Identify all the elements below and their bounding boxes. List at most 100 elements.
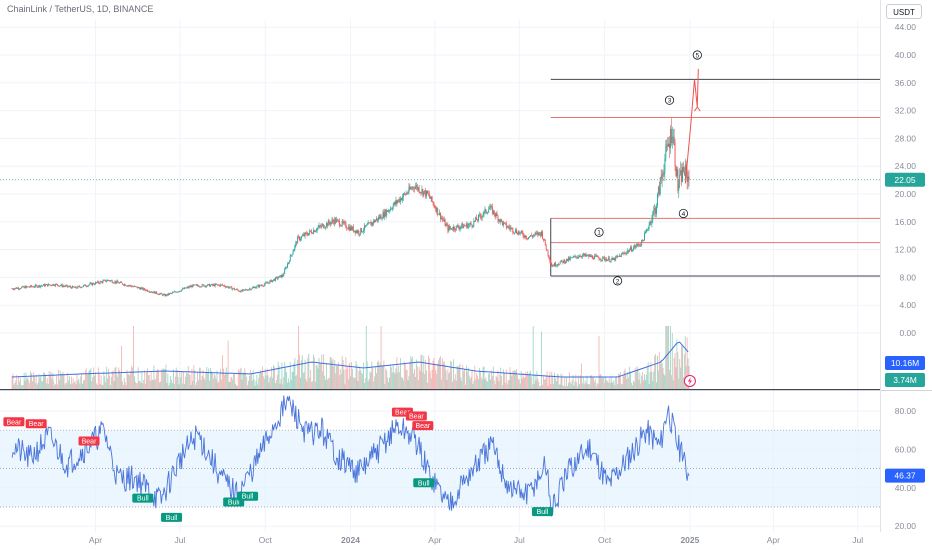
volume-bar <box>258 378 260 389</box>
candle-body <box>634 245 636 248</box>
candle-body <box>283 273 285 276</box>
candle-body <box>503 222 504 226</box>
volume-bar <box>682 377 684 389</box>
candle-body <box>149 291 151 293</box>
bull-signal-badge <box>161 512 183 522</box>
volume-bar <box>554 372 555 389</box>
volume-bar <box>529 370 531 389</box>
candle-body <box>512 227 514 233</box>
volume-bar <box>173 383 175 389</box>
volume-bar <box>238 371 240 389</box>
candle-body <box>457 225 459 228</box>
candle-body <box>424 190 426 192</box>
candle-body <box>70 287 72 289</box>
candle-body <box>332 219 334 222</box>
volume-bar <box>198 367 200 389</box>
candle-body <box>84 284 86 287</box>
volume-bar <box>618 373 619 389</box>
candle-body <box>425 190 427 197</box>
volume-bar <box>682 346 683 389</box>
candle-body <box>404 193 406 195</box>
volume-bar <box>27 377 29 389</box>
candle-body <box>257 285 259 287</box>
candle-body <box>97 281 99 283</box>
candle-body <box>608 257 610 262</box>
candle-body <box>377 216 379 221</box>
volume-bar <box>535 380 537 389</box>
rsi-line <box>11 395 690 517</box>
candle-body <box>635 245 637 248</box>
candle-body <box>307 234 309 236</box>
volume-bar <box>536 371 538 389</box>
volume-bar <box>216 370 218 389</box>
volume-bar <box>400 357 402 389</box>
candle-body <box>138 287 140 289</box>
volume-bar <box>568 372 570 389</box>
volume-bar <box>514 370 516 389</box>
candle-body <box>540 233 542 236</box>
volume-bar <box>481 379 483 389</box>
volume-bar <box>656 382 657 389</box>
candle-body <box>648 224 650 229</box>
volume-bar <box>433 357 435 389</box>
candle-body <box>303 234 305 237</box>
candle-body <box>150 291 152 293</box>
candle-body <box>376 218 377 221</box>
candle-body <box>246 289 248 291</box>
candle-body <box>361 228 363 233</box>
currency-button[interactable]: USDT <box>886 4 922 19</box>
candle-body <box>342 221 344 223</box>
volume-bar <box>94 375 96 389</box>
volume-bar <box>386 370 388 389</box>
volume-bar <box>338 362 339 389</box>
candle-body <box>454 229 456 231</box>
volume-bar <box>595 386 597 389</box>
candle-body <box>659 177 661 195</box>
volume-bar <box>180 377 182 389</box>
candle-body <box>163 294 165 296</box>
candle-body <box>362 231 364 233</box>
volume-bar <box>562 385 564 389</box>
candle-body <box>440 217 442 220</box>
candle-body <box>314 231 316 233</box>
candle-body <box>308 233 310 236</box>
x-tick-label: Oct <box>598 535 612 545</box>
price-tick-label: 16.00 <box>895 217 917 227</box>
candle-body <box>605 259 607 261</box>
candle-body <box>501 219 503 222</box>
volume-bar <box>561 375 563 389</box>
candle-body <box>384 210 386 218</box>
volume-bar <box>257 384 259 389</box>
candle-body <box>193 284 195 286</box>
candle-body <box>484 209 486 212</box>
candle-body <box>550 261 552 264</box>
candle-body <box>547 250 549 256</box>
candle-body <box>119 282 121 284</box>
volume-bar <box>418 367 420 389</box>
volume-bar <box>252 370 254 389</box>
candle-body <box>476 217 478 221</box>
volume-bar <box>483 366 485 389</box>
volume-bar <box>427 382 428 389</box>
candle-body <box>231 286 233 290</box>
volume-bar <box>475 379 477 389</box>
volume-bar <box>132 367 134 389</box>
candle-body <box>411 188 413 190</box>
candle-body <box>92 283 94 286</box>
candle-body <box>590 255 592 257</box>
volume-bar <box>654 355 656 389</box>
candle-body <box>672 136 674 138</box>
volume-bar <box>511 376 513 389</box>
candle-body <box>74 286 76 288</box>
volume-bar <box>479 371 481 389</box>
candle-body <box>542 238 544 241</box>
volume-bar <box>510 372 512 389</box>
candle-body <box>148 291 150 293</box>
volume-bar <box>17 385 19 389</box>
volume-bar <box>526 373 528 389</box>
candle-body <box>233 288 235 290</box>
volume-bar <box>368 378 370 389</box>
candle-body <box>421 189 423 193</box>
candle-body <box>624 252 626 254</box>
